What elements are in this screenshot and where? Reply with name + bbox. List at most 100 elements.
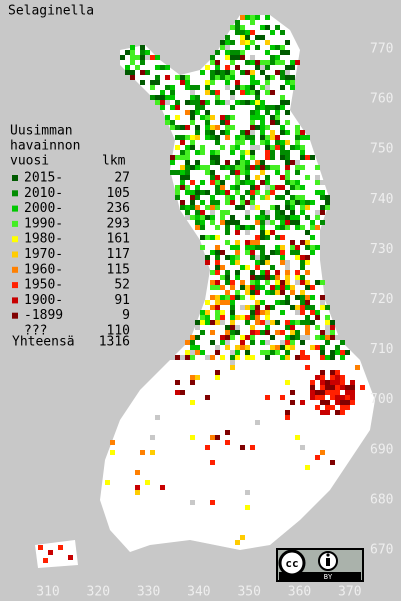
cell — [230, 195, 235, 200]
cell — [275, 185, 280, 190]
cell — [190, 110, 195, 115]
cell — [250, 200, 255, 205]
cell — [320, 280, 325, 285]
cell — [290, 185, 295, 190]
cell — [305, 285, 310, 290]
cell — [200, 235, 205, 240]
cell — [190, 85, 195, 90]
legend-count: 115 — [107, 262, 130, 277]
cell — [130, 50, 135, 55]
cell — [175, 135, 180, 140]
cell — [265, 40, 270, 45]
cell — [235, 185, 240, 190]
cell — [280, 225, 285, 230]
cell — [250, 180, 255, 185]
cell — [250, 70, 255, 75]
cell — [285, 345, 290, 350]
cell — [205, 135, 210, 140]
cell — [215, 200, 220, 205]
cell — [58, 545, 63, 550]
y-tick-label: 720 — [370, 292, 393, 307]
cell — [205, 80, 210, 85]
cell — [340, 410, 345, 415]
cell — [240, 155, 245, 160]
cell — [275, 280, 280, 285]
cell — [195, 350, 200, 355]
legend-column: vuosi — [10, 154, 49, 169]
x-tick-label: 360 — [288, 585, 311, 600]
cell — [255, 35, 260, 40]
cell — [280, 70, 285, 75]
cell — [350, 385, 355, 390]
cell — [280, 290, 285, 295]
cell — [250, 295, 255, 300]
cell — [335, 410, 340, 415]
cell — [215, 225, 220, 230]
cell — [175, 105, 180, 110]
cell — [325, 385, 330, 390]
cell — [205, 205, 210, 210]
cell — [295, 250, 300, 255]
cell — [265, 155, 270, 160]
cell — [225, 45, 230, 50]
cell — [185, 100, 190, 105]
cell — [225, 125, 230, 130]
cell — [280, 220, 285, 225]
cell — [245, 130, 250, 135]
cell — [160, 100, 165, 105]
cell — [265, 145, 270, 150]
cell — [190, 190, 195, 195]
cell — [215, 280, 220, 285]
cell — [220, 355, 225, 360]
cell — [200, 310, 205, 315]
legend-heading: havainnon — [10, 139, 80, 154]
cell — [175, 390, 180, 395]
cell — [285, 160, 290, 165]
cell — [325, 330, 330, 335]
cell — [215, 435, 220, 440]
cell — [200, 70, 205, 75]
cell — [230, 295, 235, 300]
legend-swatch — [12, 282, 18, 289]
cell — [300, 195, 305, 200]
cell — [210, 435, 215, 440]
cell — [285, 285, 290, 290]
cell — [295, 160, 300, 165]
cell — [185, 210, 190, 215]
cell — [270, 345, 275, 350]
cell — [285, 205, 290, 210]
cell — [280, 330, 285, 335]
cell — [200, 245, 205, 250]
cell — [155, 415, 160, 420]
cell — [245, 355, 250, 360]
y-tick-label: 750 — [370, 142, 393, 157]
cell — [285, 335, 290, 340]
cell — [295, 145, 300, 150]
cell — [260, 230, 265, 235]
cell — [195, 375, 200, 380]
cell — [300, 205, 305, 210]
cell — [175, 75, 180, 80]
legend-swatch — [12, 312, 18, 319]
cell — [210, 205, 215, 210]
cell — [225, 70, 230, 75]
cell — [270, 150, 275, 155]
cell — [225, 290, 230, 295]
cell — [210, 170, 215, 175]
legend-label: 2000- — [24, 201, 63, 216]
cell — [335, 395, 340, 400]
cell — [290, 290, 295, 295]
cell — [330, 380, 335, 385]
cell — [245, 100, 250, 105]
cell — [225, 340, 230, 345]
cell — [320, 450, 325, 455]
cell — [235, 325, 240, 330]
cell — [340, 375, 345, 380]
cell — [320, 330, 325, 335]
cell — [290, 285, 295, 290]
cell — [345, 390, 350, 395]
cell — [215, 135, 220, 140]
cell — [260, 300, 265, 305]
cell — [320, 350, 325, 355]
cell — [250, 80, 255, 85]
